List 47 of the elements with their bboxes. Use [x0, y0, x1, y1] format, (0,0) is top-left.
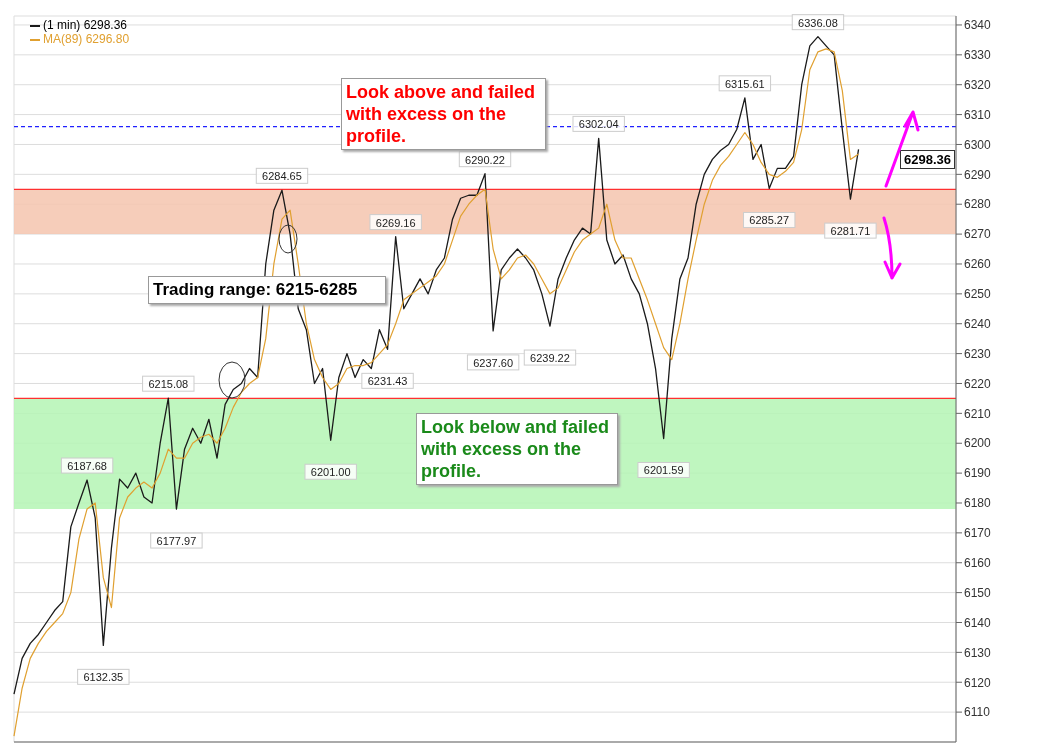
y-tick-label: 6310 — [964, 107, 992, 122]
annotation: 6231.43 — [367, 375, 408, 388]
annotation: 6201.59 — [643, 464, 684, 477]
annotation: 6215.08 — [148, 378, 189, 391]
annotation: 6239.22 — [530, 352, 570, 365]
annotation: 6315.61 — [724, 77, 765, 90]
y-tick-label: 6200 — [964, 436, 992, 451]
y-tick-label: 6280 — [964, 197, 992, 212]
y-tick-label: 6130 — [964, 645, 992, 660]
legend-label: MA(89) 6296.80 — [42, 32, 130, 46]
y-tick-label: 6190 — [964, 466, 992, 481]
y-tick-label: 6210 — [964, 406, 992, 421]
y-tick-label: 6320 — [964, 77, 992, 92]
y-tick-label: 6250 — [964, 287, 992, 302]
y-tick-label: 6230 — [964, 346, 992, 361]
y-tick-label: 6290 — [964, 167, 992, 182]
y-tick-label: 6170 — [964, 526, 992, 541]
annotation: 6132.35 — [83, 671, 124, 684]
y-tick-label: 6220 — [964, 376, 992, 391]
y-tick-label: 6160 — [964, 556, 992, 570]
y-tick-label: 6260 — [964, 257, 992, 272]
y-tick-label: 6140 — [964, 615, 992, 630]
annotation: 6302.04 — [578, 118, 619, 131]
legend-label: (1 min) 6298.36 — [42, 18, 129, 32]
annotation: 6284.65 — [262, 170, 302, 183]
annotation: 6285.27 — [749, 214, 790, 227]
annotation: 6177.97 — [156, 535, 197, 548]
y-tick-label: 6270 — [964, 227, 992, 242]
y-tick-label: 6110 — [964, 705, 991, 720]
annotation: Look below and failed with excess on the profile. — [416, 413, 618, 485]
y-tick-label: 6120 — [964, 675, 992, 690]
y-tick-label: 6300 — [964, 137, 992, 152]
annotation: 6187.68 — [67, 460, 107, 473]
annotation: Trading range: 6215-6285 — [148, 276, 386, 304]
annotation: Look above and failed with excess on the profile. — [341, 78, 546, 150]
y-tick-label: 6240 — [964, 316, 992, 331]
y-tick-label: 6150 — [964, 585, 992, 600]
annotation: 6290.22 — [465, 153, 505, 166]
annotation: 6237.60 — [473, 356, 513, 369]
annotation: 6281.71 — [830, 225, 871, 238]
annotation: 6201.00 — [310, 466, 351, 479]
annotation: 6269.16 — [375, 216, 416, 229]
annotation: 6298.36 — [900, 150, 955, 169]
y-tick-label: 6340 — [964, 18, 992, 33]
y-tick-label: 6330 — [964, 48, 992, 63]
annotation: 6336.08 — [798, 16, 838, 29]
y-tick-label: 6180 — [964, 496, 992, 511]
